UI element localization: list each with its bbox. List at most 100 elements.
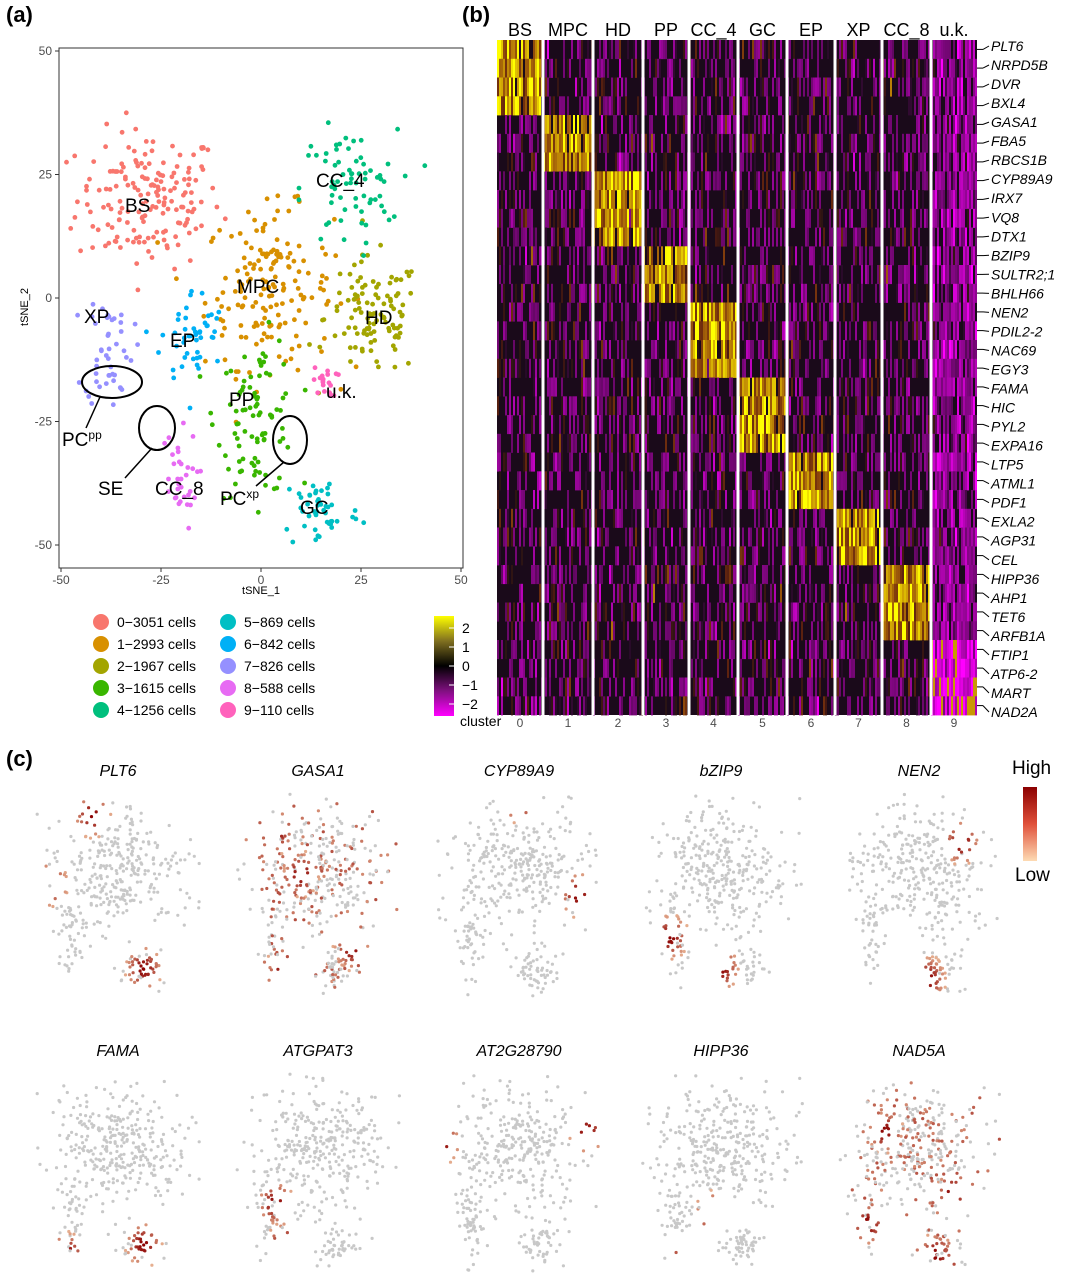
heatmap-cell (890, 509, 892, 528)
heatmap-cell (559, 96, 561, 115)
heatmap-cell (877, 153, 879, 172)
heatmap-cell (799, 490, 801, 509)
heatmap-cell (701, 490, 703, 509)
cell-point (257, 470, 262, 475)
heatmap-cell (865, 546, 867, 565)
heatmap-cell (727, 303, 729, 322)
heatmap-cell (760, 603, 762, 622)
heatmap-cell (565, 171, 567, 190)
heatmap-cell (766, 565, 768, 584)
heatmap-cell (565, 321, 567, 340)
heatmap-cell (695, 190, 697, 209)
heatmap-cell (924, 453, 926, 472)
heatmap-cell (597, 528, 599, 547)
heatmap-cell (625, 78, 627, 97)
heatmap-cell (695, 340, 697, 359)
heatmap-cell (527, 209, 529, 228)
heatmap-cell (744, 696, 746, 715)
heatmap-cell (914, 265, 916, 284)
heatmap-cell (877, 396, 879, 415)
heatmap-cell (766, 659, 768, 678)
heatmap-cell (764, 584, 766, 603)
heatmap-cell (768, 190, 770, 209)
heatmap-cell (617, 340, 619, 359)
heatmap-cell (521, 209, 523, 228)
cell-point (395, 127, 400, 132)
heatmap-cell (758, 415, 760, 434)
cell-point (342, 331, 347, 336)
cell-point (358, 155, 363, 160)
heatmap-cell (715, 396, 717, 415)
heatmap-cell (545, 209, 547, 228)
heatmap-cell (867, 59, 869, 78)
heatmap-cell (805, 453, 807, 472)
heatmap-cell (778, 378, 780, 397)
heatmap-cell (746, 340, 748, 359)
heatmap-cell (527, 265, 529, 284)
heatmap-cell (926, 453, 928, 472)
heatmap-cell (661, 209, 663, 228)
heatmap-cell (725, 490, 727, 509)
heatmap-cell (906, 265, 908, 284)
heatmap-cell (667, 509, 669, 528)
heatmap-cell (793, 171, 795, 190)
heatmap-cell (900, 453, 902, 472)
heatmap-cell (667, 246, 669, 265)
cell-point (160, 333, 165, 338)
cell-point (261, 431, 266, 436)
cell-point (107, 347, 112, 352)
heatmap-cell (847, 96, 849, 115)
heatmap-cell (888, 471, 890, 490)
cell-point (313, 527, 318, 532)
heatmap-cell (943, 190, 945, 209)
heatmap-cell (756, 584, 758, 603)
heatmap-cell (583, 134, 585, 153)
heatmap-cell (653, 621, 655, 640)
heatmap-cell (509, 190, 511, 209)
heatmap-cell (912, 509, 914, 528)
heatmap-cell (637, 115, 639, 134)
heatmap-cell (809, 584, 811, 603)
heatmap-cell (615, 678, 617, 697)
heatmap-cell (513, 640, 515, 659)
cell-point (262, 331, 267, 336)
heatmap-cell (851, 453, 853, 472)
cell-point (252, 262, 257, 267)
heatmap-cell (843, 509, 845, 528)
heatmap-cell (531, 659, 533, 678)
heatmap-cell (855, 434, 857, 453)
heatmap-cell (621, 603, 623, 622)
heatmap-cell (619, 59, 621, 78)
heatmap-cell (577, 171, 579, 190)
heatmap-cell (683, 603, 685, 622)
heatmap-cell (910, 621, 912, 640)
heatmap-cell (768, 115, 770, 134)
cell-point (154, 230, 159, 235)
heatmap-cell (649, 265, 651, 284)
heatmap-cell (817, 434, 819, 453)
heatmap-cell (499, 265, 501, 284)
heatmap-cell (867, 603, 869, 622)
heatmap-cell (595, 509, 597, 528)
cell-point (250, 461, 255, 466)
cell-point (111, 402, 116, 407)
heatmap-cell (513, 59, 515, 78)
heatmap-cell (627, 246, 629, 265)
heatmap-cell (637, 134, 639, 153)
cell-point (133, 158, 138, 163)
heatmap-cell (611, 565, 613, 584)
heatmap-cell (677, 359, 679, 378)
heatmap-cell (902, 59, 904, 78)
cell-point (186, 170, 191, 175)
heatmap-cell (831, 621, 833, 640)
heatmap-cell (715, 321, 717, 340)
heatmap-cell (729, 96, 731, 115)
cell-point (260, 338, 265, 343)
heatmap-cell (886, 603, 888, 622)
heatmap-cell (817, 40, 819, 59)
cell-point (286, 209, 291, 214)
heatmap-cell (937, 509, 939, 528)
heatmap-cell (507, 78, 509, 97)
heatmap-cell (599, 584, 601, 603)
heatmap-cell (825, 621, 827, 640)
